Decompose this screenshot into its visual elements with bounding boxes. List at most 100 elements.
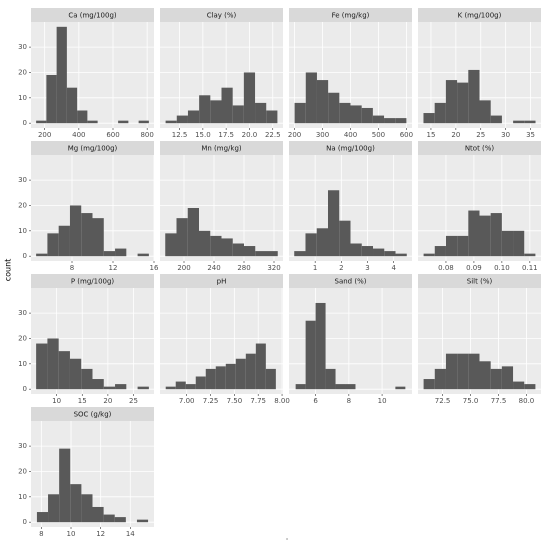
x-tick-label: 3 [365,264,369,272]
histogram-bar [81,368,93,390]
histogram-bar [305,233,317,257]
histogram-bar [221,87,233,124]
histogram-bar [457,82,469,124]
histogram-bar [165,233,177,257]
histogram-bar [305,72,317,124]
histogram-bar [373,248,385,257]
facet-title: Fe (mg/kg) [332,12,370,20]
x-tick-label: 6 [313,397,318,405]
histogram-bar [255,343,266,390]
histogram-bar [176,115,188,124]
histogram-bar [294,102,306,124]
histogram-bar [176,218,188,257]
histogram-bar [165,120,177,124]
histogram-bar [221,238,233,257]
x-tick-label: 8 [70,264,74,272]
x-tick-label: 4 [391,264,396,272]
histogram-bar [136,519,149,523]
x-tick-label: 20 [451,131,460,139]
histogram-bar [513,230,525,257]
histogram-bar [235,358,246,390]
y-tick-label: 30 [18,43,27,51]
x-tick-label: 15.0 [195,131,211,139]
histogram-bar [70,484,82,523]
histogram-bar [345,384,356,390]
x-tick-label: 20 [103,397,112,405]
y-axis-label: count [4,259,13,282]
histogram-bar [457,353,469,390]
facet-title: Mn (mg/kg) [201,145,242,153]
x-tick-label: 300 [316,131,329,139]
histogram-bar [479,100,491,124]
facet-title: Na (mg/100g) [326,145,375,153]
histogram-bar [350,105,362,124]
strip [289,8,412,22]
x-tick-label: 77.5 [491,397,507,405]
histogram-bar [232,105,244,124]
histogram-bar [225,363,236,390]
x-tick-label: 72.5 [435,397,451,405]
histogram-bar [384,251,396,257]
y-tick-label: 0 [23,518,27,526]
x-tick-label: 15 [426,131,435,139]
histogram-bar [468,353,480,390]
x-tick-label: 8 [39,530,43,538]
histogram-bar [36,343,48,390]
strip [418,274,541,288]
histogram-bar [316,80,329,124]
x-tick-label: 7.25 [203,397,219,405]
y-tick-label: 10 [18,227,27,235]
histogram-bar [115,384,127,390]
facet-title: K (mg/100g) [458,12,502,20]
strip [418,8,541,22]
x-tick-label: 280 [237,264,250,272]
x-tick-label: 25 [129,397,138,405]
histogram-bar [175,381,186,390]
y-tick-label: 10 [18,360,27,368]
histogram-bar [434,368,446,390]
x-tick-label: 35 [526,131,535,139]
histogram-bar [445,80,458,124]
histogram-bar [47,338,59,390]
x-tick-label: 800 [140,131,153,139]
histogram-bar [69,205,82,257]
histogram-bar [434,246,446,257]
histogram-bar [266,110,278,124]
strip [31,141,154,155]
histogram-bar [479,215,491,257]
y-tick-label: 10 [18,493,27,501]
histogram-bar [501,366,514,390]
histogram-bar [445,353,458,390]
x-tick-label: 200 [38,131,51,139]
histogram-bar [372,115,385,124]
strip [418,141,541,155]
histogram-bar [524,384,536,390]
x-tick-label: 600 [400,131,413,139]
histogram-bar [339,102,351,124]
histogram-bar [468,69,480,124]
x-tick-label: 20.0 [242,131,258,139]
histogram-bar [513,381,525,390]
histogram-bar [423,113,435,124]
histogram-bar [210,235,222,257]
y-tick-label: 20 [18,467,27,475]
histogram-bar [395,118,407,124]
histogram-bar [361,246,374,257]
x-tick-label: 80.0 [519,397,535,405]
y-tick-label: 0 [23,252,27,260]
histogram-bar [69,358,82,390]
x-tick-label: 7.75 [250,397,266,405]
histogram-bar [58,351,70,390]
histogram-bar [350,243,362,257]
x-tick-label: 10 [378,397,387,405]
strip [289,141,412,155]
histogram-bar [103,386,116,390]
histogram-bar [265,368,276,390]
x-tick-label: 200 [177,264,190,272]
histogram-bar [48,494,60,523]
y-tick-label: 30 [18,176,27,184]
y-tick-label: 30 [18,442,27,450]
x-tick-label: 14 [126,530,135,538]
x-tick-label: 1 [313,264,317,272]
strip [160,8,283,22]
